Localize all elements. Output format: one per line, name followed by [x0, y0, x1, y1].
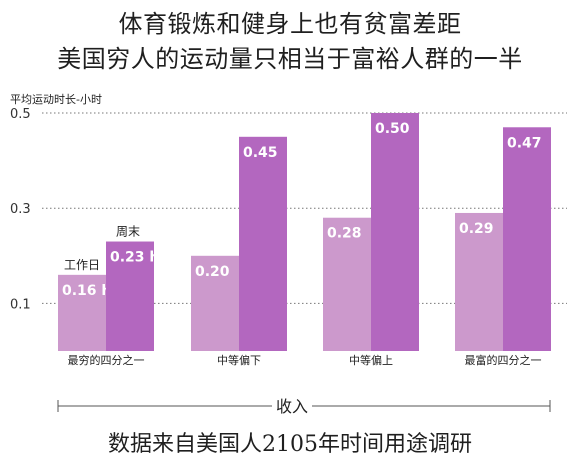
bar: [239, 136, 287, 351]
x-tick-label: 中等偏下: [217, 353, 261, 367]
x-axis-label-background: [272, 396, 312, 416]
bar-value-label: 0.23 h.: [110, 250, 165, 266]
bar-value-label: 0.20: [195, 264, 230, 280]
x-tick-label: 最穷的四分之一: [68, 353, 145, 367]
bar: [371, 113, 419, 351]
x-tick-label: 最富的四分之一: [465, 353, 542, 367]
chart-subtitle: 美国穷人的运动量只相当于富裕人群的一半: [57, 45, 523, 73]
x-axis-label: 收入: [276, 397, 308, 416]
series-annotation-label: 周末: [116, 225, 140, 239]
bar-value-label: 0.45: [243, 145, 278, 161]
y-tick-label: 0.1: [10, 297, 31, 312]
bar-value-label: 0.28: [327, 226, 362, 242]
series-annotation-label: 工作日: [64, 258, 100, 272]
y-axis-label: 平均运动时长-小时: [10, 93, 102, 106]
x-tick-label: 中等偏上: [349, 353, 393, 367]
bar: [323, 217, 371, 351]
bar: [503, 127, 551, 351]
source-footer: 数据来自美国人2105年时间用途调研: [108, 432, 472, 457]
bar: [106, 241, 154, 351]
chart-title: 体育锻炼和健身上也有贫富差距: [118, 10, 462, 38]
bar: [455, 212, 503, 351]
bar: [58, 274, 106, 351]
bar: [191, 255, 239, 351]
y-tick-label: 0.5: [10, 107, 31, 122]
bar-value-label: 0.50: [375, 121, 410, 137]
bar-value-label: 0.47: [507, 135, 542, 151]
bar-value-label: 0.29: [459, 221, 494, 237]
y-tick-label: 0.3: [10, 202, 31, 217]
bar-value-label: 0.16 h.: [62, 283, 117, 299]
